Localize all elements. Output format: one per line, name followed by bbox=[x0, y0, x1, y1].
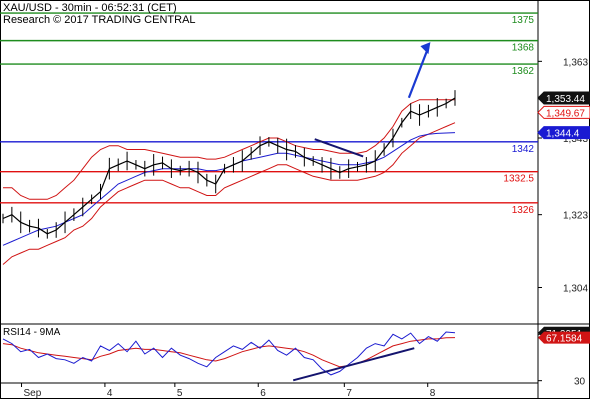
level-label-1362: 1362 bbox=[512, 66, 535, 77]
price-badge-label: 1,353.44 bbox=[546, 94, 585, 105]
level-label-1332.5: 1332.5 bbox=[503, 174, 534, 185]
x-tick-label: 8 bbox=[430, 388, 436, 399]
price-series bbox=[2, 42, 456, 265]
price-badge-blue bbox=[537, 126, 590, 140]
chart-title: XAU/USD - 30min - 06:52:31 (CET) bbox=[3, 2, 177, 14]
rsi-ma-badge-label: 67.1584 bbox=[546, 334, 583, 345]
price-badge-label: 1,344.4 bbox=[546, 129, 580, 140]
y-tick-label: 1,304 bbox=[563, 284, 588, 295]
rsi-line bbox=[2, 331, 456, 376]
copyright-note: Research © 2017 TRADING CENTRAL bbox=[3, 14, 196, 26]
y-tick-label: 1,343 bbox=[563, 134, 588, 145]
x-tick-label: Sep bbox=[24, 388, 42, 399]
price-badge-label: 1,349.67 bbox=[546, 108, 585, 119]
moving-average-line bbox=[2, 132, 456, 246]
price-axis: 1,304 1,323 1,343 1,363 1,353.44 1,349.67 1,34… bbox=[537, 57, 590, 295]
forecast-arrow-head bbox=[420, 42, 431, 55]
level-lines: 1375 1368 1362 1342 1332.5 1326 bbox=[0, 12, 538, 216]
bollinger-lower-line bbox=[2, 122, 456, 265]
y-tick-label: 1,363 bbox=[563, 57, 588, 68]
rsi-label: RSI14 - 9MA bbox=[3, 327, 61, 338]
level-label-1326: 1326 bbox=[512, 205, 535, 216]
rsi-tick-label: 30 bbox=[574, 377, 586, 388]
x-tick-label: 7 bbox=[346, 388, 352, 399]
level-label-1375: 1375 bbox=[512, 15, 535, 26]
y-tick-label: 1,323 bbox=[563, 211, 588, 222]
rsi-trendline bbox=[292, 347, 415, 382]
rsi-ma-line bbox=[2, 337, 456, 368]
bollinger-upper-line bbox=[3, 99, 455, 200]
price-badge-red bbox=[537, 105, 590, 119]
time-axis: Sep 4 5 6 7 8 bbox=[21, 383, 436, 399]
level-label-1342: 1342 bbox=[512, 144, 535, 155]
x-tick-label: 4 bbox=[107, 388, 113, 399]
rsi-ma-badge bbox=[538, 331, 590, 344]
price-badge-dark bbox=[537, 91, 590, 105]
trendline-upper bbox=[314, 138, 364, 158]
x-tick-label: 6 bbox=[260, 388, 266, 399]
level-label-1368: 1368 bbox=[512, 43, 535, 54]
rsi-panel: 307071.295167.1584 bbox=[2, 326, 590, 388]
x-tick-label: 5 bbox=[177, 388, 183, 399]
forecast-arrow-shaft bbox=[407, 46, 430, 99]
price-line bbox=[2, 97, 456, 235]
